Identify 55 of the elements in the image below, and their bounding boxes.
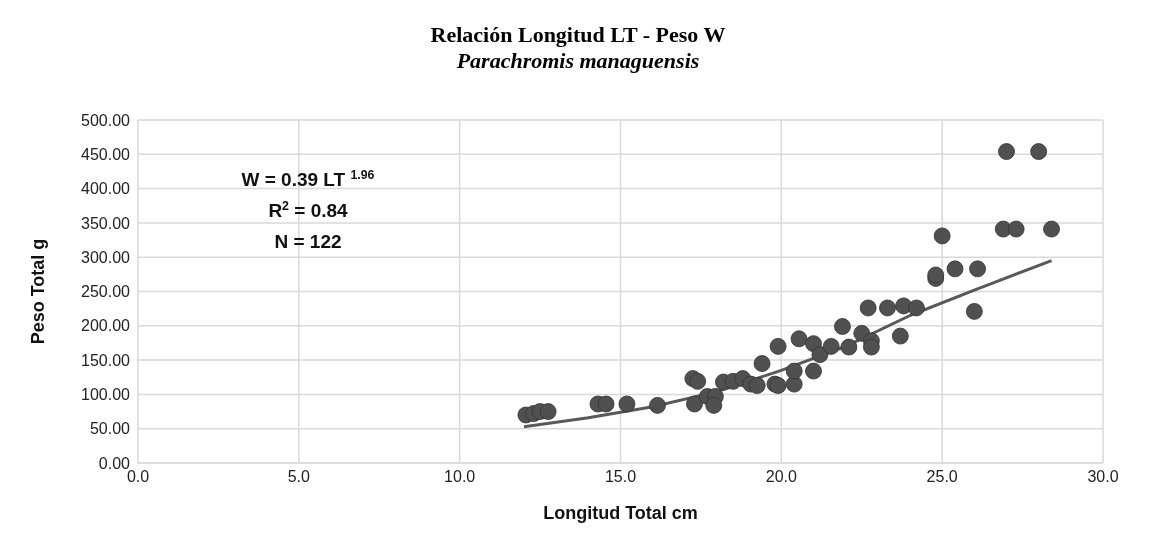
point xyxy=(805,362,822,380)
x-tick-label: 5.0 xyxy=(287,468,311,486)
point xyxy=(908,299,925,317)
y-tick-label: 250.00 xyxy=(81,283,131,301)
y-tick-label: 150.00 xyxy=(81,351,131,369)
point xyxy=(946,260,964,278)
chart-title: Relación Longitud LT - Peso W xyxy=(429,22,727,48)
point xyxy=(597,395,615,413)
x-tick-label: 0.0 xyxy=(126,468,150,486)
y-tick-label: 300.00 xyxy=(81,248,131,266)
point xyxy=(859,299,877,317)
point xyxy=(769,337,787,355)
point xyxy=(1030,143,1048,160)
x-tick-label: 20.0 xyxy=(765,468,798,486)
point xyxy=(705,396,723,414)
point xyxy=(1043,220,1060,238)
y-tick-label: 100.00 xyxy=(81,386,131,404)
point xyxy=(822,337,840,355)
point xyxy=(834,318,851,335)
point xyxy=(927,266,945,284)
y-tick-label: 500.00 xyxy=(81,111,131,129)
point xyxy=(933,227,951,245)
point xyxy=(689,372,707,390)
point xyxy=(790,330,808,348)
chart-subtitle: Parachromis managuensis xyxy=(455,48,701,74)
point xyxy=(863,338,880,356)
y-tick-label: 400.00 xyxy=(81,180,131,198)
annotation: W = 0.39 LT $^{1.96}$ xyxy=(241,168,375,190)
y-tick-label: 50.00 xyxy=(89,420,131,438)
point xyxy=(891,327,909,345)
x-axis-title: Longitud Total cm xyxy=(543,503,698,523)
point xyxy=(1007,220,1025,238)
annotation: R$^{2}$ = 0.84 xyxy=(268,199,349,221)
point xyxy=(811,346,829,364)
point xyxy=(686,395,703,413)
y-tick-label: 200.00 xyxy=(81,317,131,335)
x-tick-label: 30.0 xyxy=(1087,468,1119,486)
point xyxy=(998,143,1015,160)
point xyxy=(748,377,766,394)
point xyxy=(618,395,636,413)
point xyxy=(969,260,986,278)
point xyxy=(965,302,983,320)
point xyxy=(785,362,803,380)
x-tick-label: 15.0 xyxy=(604,468,637,486)
annotation: N = 122 xyxy=(274,231,342,252)
y-tick-label: 350.00 xyxy=(81,214,131,232)
y-axis-title: Peso Total g xyxy=(28,238,49,345)
point xyxy=(840,338,858,356)
point xyxy=(649,396,666,414)
x-tick-label: 10.0 xyxy=(444,468,476,486)
point xyxy=(879,299,896,317)
y-tick-label: 450.00 xyxy=(81,145,131,163)
point xyxy=(539,403,557,420)
x-tick-label: 25.0 xyxy=(926,468,958,486)
point xyxy=(753,355,771,372)
